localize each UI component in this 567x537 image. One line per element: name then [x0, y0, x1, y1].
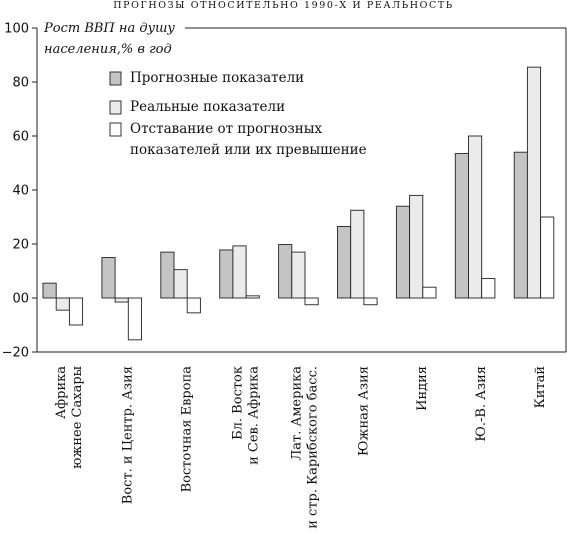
- bar-series-1-cat-9: [513, 151, 528, 299]
- axes: 100 80 60 40 20 00 −20: [2, 22, 567, 361]
- bars: [42, 66, 555, 341]
- y-tick-label: −20: [2, 346, 29, 361]
- category-label-4: Бл. Восток: [231, 366, 246, 440]
- bar-series-1-cat-2: [101, 257, 116, 299]
- category-label-2: Вост. и Центр. Азия: [121, 366, 136, 504]
- category-label-1: Африка: [54, 366, 69, 419]
- category-label-8: Ю.-В. Азия: [474, 366, 489, 442]
- y-tick-label: 00: [12, 292, 29, 307]
- bar-series-3-cat-2: [127, 297, 142, 341]
- category-label-5: и стр. Карибского басс.: [305, 366, 320, 529]
- category-label-5: Лат. Америка: [289, 366, 304, 461]
- y-axis-label-line: Рост ВВП на душу: [43, 21, 175, 36]
- bar-series-3-cat-6: [363, 297, 378, 306]
- bar-series-2-cat-7: [409, 194, 424, 299]
- bar-series-1-cat-7: [395, 205, 411, 299]
- legend-label-3: показателей или их превышение: [130, 142, 367, 158]
- bar-series-3-cat-3: [186, 297, 201, 314]
- legend-label-2: Реальные показатели: [130, 99, 285, 115]
- legend-swatch-3: [109, 122, 122, 137]
- bar-series-2-cat-1: [55, 297, 70, 311]
- category-label-7: Индия: [415, 366, 430, 411]
- bar-series-1-cat-6: [337, 225, 352, 299]
- bar-series-3-cat-4: [245, 295, 260, 299]
- bar-series-2-cat-5: [291, 251, 306, 299]
- bar-series-1-cat-4: [219, 249, 234, 299]
- bar-series-2-cat-6: [350, 209, 365, 299]
- bar-series-2-cat-9: [526, 66, 542, 299]
- bar-series-2-cat-2: [114, 297, 129, 303]
- category-label-9: Китай: [533, 366, 548, 408]
- bar-series-1-cat-1: [42, 282, 57, 299]
- legend: Прогнозные показатели Реальные показатели…: [109, 70, 367, 158]
- y-tick-label: 80: [12, 76, 29, 91]
- category-label-1: южнее Сахары: [70, 366, 85, 469]
- y-axis-label-line: населения,% в год: [44, 42, 172, 57]
- bar-series-3-cat-1: [68, 297, 84, 326]
- category-label-3: Восточная Европа: [180, 366, 195, 493]
- legend-swatch-1: [109, 71, 122, 86]
- y-tick-label: 100: [4, 22, 29, 37]
- category-label-4: и Сев. Африка: [247, 366, 262, 465]
- category-labels: Африка южнее Сахары Вост. и Центр. Азия Вос…: [54, 366, 548, 529]
- category-label-6: Южная Азия: [356, 366, 371, 456]
- bar-series-1-cat-8: [454, 153, 469, 299]
- bar-series-3-cat-5: [304, 297, 319, 306]
- legend-swatch-2: [109, 100, 122, 115]
- legend-label-1: Прогнозные показатели: [130, 70, 304, 86]
- bar-series-3-cat-7: [422, 286, 437, 299]
- bar-series-1-cat-5: [278, 244, 293, 299]
- y-tick-label: 40: [12, 184, 29, 199]
- bar-series-2-cat-4: [232, 245, 247, 299]
- bar-series-2-cat-3: [173, 269, 188, 299]
- y-tick-label: 60: [12, 130, 29, 145]
- bar-series-1-cat-3: [160, 251, 175, 299]
- bar-series-3-cat-8: [481, 278, 496, 299]
- y-axis-label: Рост ВВП на душу населения,% в год: [43, 21, 175, 57]
- legend-label-3: Отставание от прогнозных: [130, 121, 322, 137]
- y-tick-label: 20: [12, 238, 29, 253]
- chart-title: ПРОГНОЗЫ ОТНОСИТЕЛЬНО 1990-Х И РЕАЛЬНОСТ…: [113, 0, 454, 11]
- bar-series-3-cat-9: [540, 216, 555, 299]
- bar-series-2-cat-8: [468, 135, 483, 299]
